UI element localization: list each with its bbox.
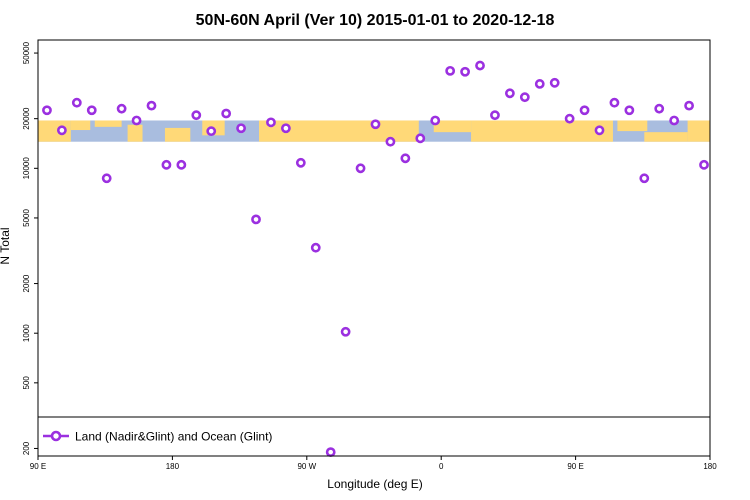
data-point (654, 103, 665, 114)
land-mass (127, 124, 143, 142)
map-band (38, 120, 710, 142)
data-point (385, 136, 396, 147)
data-point (430, 115, 441, 126)
data-point (191, 110, 202, 121)
data-point (221, 108, 232, 119)
y-tick-label: 500 (22, 376, 31, 390)
y-tick-label: 2000 (22, 274, 31, 292)
data-point (56, 125, 67, 136)
legend: Land (Nadir&Glint) and Ocean (Glint) (38, 416, 710, 444)
land-mass (94, 120, 122, 127)
data-point (116, 103, 127, 114)
data-point (579, 105, 590, 116)
land-mass (687, 120, 710, 142)
data-point (370, 119, 381, 130)
legend-label: Land (Nadir&Glint) and Ocean (Glint) (75, 430, 272, 444)
data-point (445, 65, 456, 76)
data-point (176, 159, 187, 170)
data-point (534, 79, 545, 89)
data-point (266, 117, 276, 128)
data-point (206, 126, 217, 137)
data-point (251, 214, 261, 225)
land-mass (644, 132, 688, 142)
data-point (490, 110, 500, 121)
land-mass (433, 120, 472, 133)
x-tick-label: 0 (439, 462, 444, 471)
data-point (340, 326, 351, 337)
data-point (400, 153, 411, 164)
y-tick-label: 10000 (22, 157, 31, 180)
chart-title: 50N-60N April (Ver 10) 2015-01-01 to 202… (196, 12, 555, 29)
x-tick-label: 90 W (297, 462, 316, 471)
data-point (42, 105, 52, 116)
data-point (161, 159, 172, 170)
data-point (594, 125, 605, 136)
data-points (42, 60, 709, 458)
x-axis-label: Longitude (deg E) (327, 477, 422, 491)
x-tick-label: 180 (166, 462, 180, 471)
data-point (86, 105, 97, 116)
x-tick-label: 90 E (30, 462, 46, 471)
data-point (146, 100, 157, 111)
y-tick-label: 200 (22, 441, 31, 455)
data-point (669, 115, 680, 126)
data-point (71, 97, 82, 108)
data-point (355, 163, 366, 174)
land-mass (164, 127, 191, 142)
plot-frame (37, 39, 711, 457)
data-point (564, 113, 575, 124)
y-tick-label: 1000 (22, 324, 31, 342)
data-point (475, 60, 485, 71)
x-tick-label: 180 (703, 462, 717, 471)
data-point (684, 100, 694, 111)
data-point (699, 159, 709, 170)
data-point (280, 123, 291, 134)
data-point (460, 66, 470, 77)
legend-swatch-marker (50, 430, 62, 442)
y-tick-label: 50000 (22, 41, 31, 64)
data-point (295, 157, 306, 168)
data-point (609, 97, 620, 108)
data-point (549, 77, 560, 88)
y-tick-label: 5000 (22, 208, 31, 226)
data-point (131, 115, 142, 126)
data-point (236, 123, 246, 134)
data-point (639, 173, 650, 184)
data-point (101, 173, 112, 184)
y-tick-label: 20000 (22, 107, 31, 130)
data-point (504, 88, 515, 99)
data-point (624, 105, 635, 116)
axes: 90 E 180 90 W 0 90 E 180 200 500 1000 2000 5000 100… (22, 41, 717, 471)
land-mass (617, 120, 648, 132)
y-axis-label: N Total (0, 227, 12, 264)
data-point (415, 133, 426, 144)
x-tick-label: 90 E (567, 462, 583, 471)
data-point (325, 447, 336, 458)
land-mass (471, 120, 613, 142)
data-point (519, 92, 530, 103)
data-point (310, 242, 321, 253)
land-mass (70, 120, 91, 131)
